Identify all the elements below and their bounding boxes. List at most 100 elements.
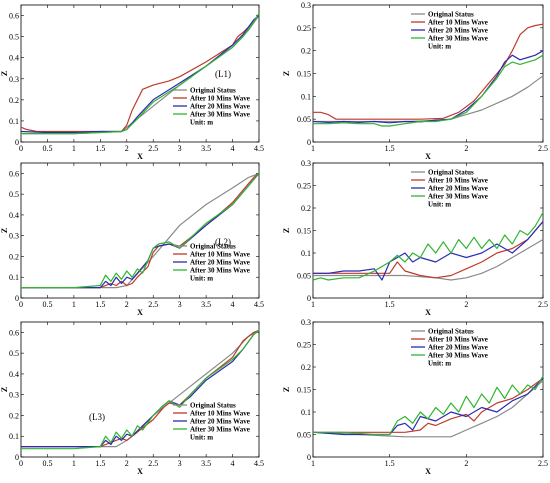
y-tick-label: 0.3 bbox=[301, 318, 311, 327]
y-tick-label: 0.3 bbox=[9, 75, 19, 84]
y-tick-label: 0.1 bbox=[301, 92, 311, 101]
y-tick-label: 0.6 bbox=[9, 169, 19, 178]
legend-unit-label: Unit: m bbox=[190, 434, 213, 442]
chart-panel-L1-zoom: 1 1.5 2 2.5 0 0.05 0.1 0.15 0.2 0.25 0.3 X Z Original… bbox=[282, 1, 548, 161]
legend-entry-after-10: After 10 Mins Wave bbox=[428, 19, 488, 27]
x-tick-label: 3.5 bbox=[201, 459, 211, 468]
y-tick-label: 0 bbox=[15, 138, 19, 147]
chart-panel-L1-full: 0 0.5 1 1.5 2 2.5 3 3.5 4 4.5 0 0.1 0.2 0.3 0.4 0.5 0.6 X… bbox=[0, 4, 264, 161]
panel-annotation: (L2) bbox=[215, 237, 231, 247]
y-tick-label: 0.5 bbox=[9, 190, 19, 199]
legend-unit-label: Unit: m bbox=[428, 360, 451, 368]
series-line-after-30 bbox=[312, 212, 544, 281]
y-tick-label: 0.6 bbox=[9, 12, 19, 21]
series-line-after-10 bbox=[313, 377, 544, 433]
x-tick-label: 1 bbox=[311, 144, 315, 153]
x-tick-label: 1 bbox=[311, 300, 315, 309]
y-tick-label: 0 bbox=[15, 453, 19, 462]
legend-entry-after-20: After 20 Mins Wave bbox=[428, 185, 488, 193]
y-axis-label: Z bbox=[0, 228, 9, 233]
y-tick-label: 0.4 bbox=[9, 211, 19, 220]
y-tick-label: 0.1 bbox=[9, 273, 19, 282]
y-tick-label: 0 bbox=[307, 294, 311, 303]
y-tick-label: 0.2 bbox=[301, 47, 311, 56]
panel-annotation: (L1) bbox=[215, 69, 231, 79]
legend-entry-after-10: After 10 Mins Wave bbox=[190, 95, 250, 103]
legend-entry-after-20: After 20 Mins Wave bbox=[428, 27, 488, 35]
x-tick-label: 1.5 bbox=[385, 144, 395, 153]
x-tick-label: 2.5 bbox=[538, 144, 548, 153]
legend-entry-original: Original Status bbox=[428, 11, 474, 19]
x-tick-label: 0.5 bbox=[42, 300, 52, 309]
y-axis-label: Z bbox=[282, 387, 291, 392]
x-tick-label: 1.5 bbox=[385, 300, 395, 309]
y-axis-label: Z bbox=[282, 228, 291, 233]
panel-annotation: (L3) bbox=[89, 412, 105, 422]
x-tick-label: 2.5 bbox=[148, 144, 158, 153]
y-tick-label: 0.2 bbox=[301, 204, 311, 213]
x-tick-label: 2 bbox=[125, 459, 129, 468]
y-tick-label: 0.1 bbox=[9, 432, 19, 441]
series-line-after-30 bbox=[21, 13, 260, 135]
legend-entry-after-30: After 30 Mins Wave bbox=[428, 352, 488, 360]
legend-entry-after-10: After 10 Mins Wave bbox=[428, 336, 488, 344]
y-tick-label: 0.2 bbox=[9, 411, 19, 420]
y-tick-label: 0.2 bbox=[9, 96, 19, 105]
chart-panel-L2-full: 0 0.5 1 1.5 2 2.5 3 3.5 4 4.5 0 0.1 0.2 0.3 0.4 0.5 0.6 X… bbox=[0, 162, 264, 317]
y-tick-label: 0.4 bbox=[9, 54, 19, 63]
x-tick-label: 0 bbox=[19, 459, 23, 468]
y-axis-label: Z bbox=[282, 71, 291, 76]
x-tick-label: 0.5 bbox=[42, 459, 52, 468]
plot-frame bbox=[20, 321, 260, 458]
legend-entry-original: Original Status bbox=[190, 243, 236, 251]
legend-entry-after-30: After 30 Mins Wave bbox=[190, 111, 250, 119]
x-axis-label: X bbox=[137, 152, 143, 161]
y-tick-label: 0.2 bbox=[301, 363, 311, 372]
series-line-after-10 bbox=[313, 23, 544, 120]
series-line-after-30 bbox=[313, 375, 544, 436]
y-tick-label: 0.1 bbox=[9, 117, 19, 126]
chart-panel-L3-full: 0 0.5 1 1.5 2 2.5 3 3.5 4 4.5 0 0.1 0.2 0.3 0.4 0.5 0.6 X… bbox=[0, 321, 264, 476]
legend-entry-after-10: After 10 Mins Wave bbox=[190, 251, 250, 259]
chart-panel-L2-zoom: 1 1.5 2 2.5 0 0.05 0.1 0.15 0.2 0.25 0.3 X Z Original… bbox=[282, 159, 548, 317]
series-line-after-30 bbox=[21, 173, 260, 289]
legend-entry-original: Original Status bbox=[428, 328, 474, 336]
y-tick-label: 0 bbox=[307, 453, 311, 462]
y-tick-label: 0.1 bbox=[301, 249, 311, 258]
legend-unit-label: Unit: m bbox=[190, 119, 213, 127]
legend-entry-after-30: After 30 Mins Wave bbox=[428, 35, 488, 43]
x-axis-label: X bbox=[425, 308, 431, 317]
y-tick-label: 0.2 bbox=[9, 252, 19, 261]
chart-panel-L3-zoom: 1 1.5 2 2.5 0 0.05 0.1 0.15 0.2 0.25 0.3 X Z Original… bbox=[282, 318, 548, 476]
x-tick-label: 0 bbox=[19, 300, 23, 309]
x-tick-label: 2.5 bbox=[538, 300, 548, 309]
x-tick-label: 1 bbox=[72, 144, 76, 153]
x-tick-label: 2 bbox=[125, 300, 129, 309]
x-tick-label: 4 bbox=[231, 300, 235, 309]
x-tick-label: 2.5 bbox=[538, 459, 548, 468]
x-tick-label: 1 bbox=[311, 459, 315, 468]
y-tick-label: 0 bbox=[15, 294, 19, 303]
x-tick-label: 4.5 bbox=[254, 300, 264, 309]
series-line-after-10 bbox=[20, 13, 260, 133]
x-axis-label: X bbox=[425, 467, 431, 476]
y-tick-label: 0.05 bbox=[297, 272, 311, 281]
series-line-after-20 bbox=[20, 15, 260, 134]
series-line-after-20 bbox=[313, 221, 544, 281]
legend-entry-after-20: After 20 Mins Wave bbox=[190, 418, 250, 426]
y-tick-label: 0.15 bbox=[297, 227, 311, 236]
y-tick-label: 0.15 bbox=[297, 70, 311, 79]
y-tick-label: 0.15 bbox=[297, 386, 311, 395]
x-tick-label: 1 bbox=[72, 300, 76, 309]
legend-entry-original: Original Status bbox=[190, 402, 236, 410]
x-tick-label: 4 bbox=[231, 144, 235, 153]
y-tick-label: 0.25 bbox=[297, 341, 311, 350]
y-tick-label: 0.05 bbox=[297, 115, 311, 124]
